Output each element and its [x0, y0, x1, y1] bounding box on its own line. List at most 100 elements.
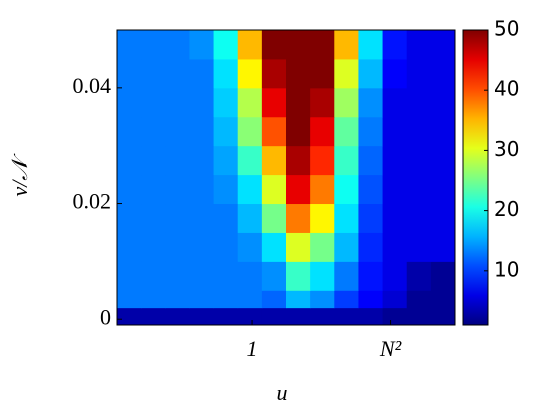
- heat-cell: [117, 145, 142, 176]
- heat-cell: [237, 203, 263, 233]
- heat-cell: [286, 58, 311, 89]
- heat-cell: [286, 261, 311, 291]
- heat-cell: [141, 307, 166, 326]
- heat-cell: [237, 290, 263, 309]
- heat-cell: [310, 290, 335, 309]
- heat-cell: [334, 58, 359, 89]
- heat-cell: [334, 232, 359, 262]
- heat-cell: [310, 307, 335, 326]
- heat-cell: [382, 58, 408, 89]
- heat-cell: [237, 174, 263, 205]
- heat-cell: [358, 261, 384, 291]
- heat-cell: [261, 145, 287, 176]
- heat-cell: [213, 203, 239, 233]
- y-tick-label: 0: [100, 304, 111, 329]
- heat-cell: [213, 174, 239, 205]
- heat-cell: [237, 116, 263, 147]
- heat-cell: [141, 203, 166, 233]
- heat-cell: [334, 174, 359, 205]
- heat-cell: [117, 261, 142, 291]
- heat-cell: [286, 290, 311, 309]
- heat-cell: [165, 203, 190, 233]
- heat-cell: [310, 261, 335, 291]
- heat-cell: [358, 290, 384, 309]
- heat-cell: [334, 30, 359, 60]
- colorbar-tick-label: 20: [494, 197, 519, 221]
- heat-cell: [189, 307, 215, 326]
- heat-cell: [261, 174, 287, 205]
- colorbar-tick-label: 40: [494, 77, 519, 101]
- heat-cell: [382, 145, 408, 176]
- heat-cell: [382, 116, 408, 147]
- plot-frame: [116, 29, 456, 326]
- heat-cell: [141, 261, 166, 291]
- heat-cell: [141, 116, 166, 147]
- heat-cell: [261, 290, 287, 309]
- heat-cell: [117, 30, 142, 60]
- heat-cell: [213, 290, 239, 309]
- heat-cell: [430, 232, 456, 262]
- heat-cell: [237, 30, 263, 60]
- heat-cell: [237, 87, 263, 118]
- heat-cell: [406, 116, 432, 147]
- heat-cell: [117, 290, 142, 309]
- y-tick-label: 0.02: [73, 189, 112, 214]
- heat-cell: [213, 307, 239, 326]
- heat-cell: [213, 58, 239, 89]
- heat-cell: [141, 58, 166, 89]
- heat-cell: [310, 30, 335, 60]
- heat-cell: [406, 290, 432, 309]
- heat-cell: [189, 174, 215, 205]
- heat-cell: [165, 232, 190, 262]
- heat-cell: [406, 174, 432, 205]
- heat-cell: [165, 290, 190, 309]
- heat-cell: [141, 232, 166, 262]
- heat-cell: [189, 30, 215, 60]
- heat-cell: [382, 261, 408, 291]
- x-tick-label: N²: [379, 336, 402, 361]
- heat-cell: [237, 58, 263, 89]
- heat-cell: [189, 87, 215, 118]
- heat-cell: [286, 232, 311, 262]
- heat-cell: [261, 307, 287, 326]
- heat-cell: [261, 261, 287, 291]
- heat-cell: [213, 145, 239, 176]
- heat-cell: [406, 203, 432, 233]
- y-tick-label: 0.04: [73, 73, 112, 98]
- heat-cell: [117, 58, 142, 89]
- heat-cell: [165, 307, 190, 326]
- heat-cell: [189, 203, 215, 233]
- heat-cell: [382, 203, 408, 233]
- heat-cell: [165, 116, 190, 147]
- x-tick-label: 1: [247, 336, 258, 361]
- colorbar-tick-label: 30: [494, 137, 519, 161]
- heat-cell: [189, 261, 215, 291]
- heat-cell: [406, 261, 432, 291]
- heat-cell: [286, 307, 311, 326]
- heat-cell: [334, 116, 359, 147]
- heat-cell: [189, 145, 215, 176]
- heat-cell: [406, 307, 432, 326]
- heat-cell: [406, 145, 432, 176]
- heat-cell: [382, 307, 408, 326]
- heat-cell: [141, 174, 166, 205]
- heat-cell: [430, 116, 456, 147]
- heat-cell: [430, 307, 456, 326]
- heat-cell: [165, 58, 190, 89]
- heat-cell: [165, 30, 190, 60]
- heat-cell: [141, 30, 166, 60]
- heat-cell: [117, 232, 142, 262]
- heat-cell: [382, 174, 408, 205]
- heat-cell: [286, 116, 311, 147]
- heat-cell: [310, 58, 335, 89]
- heat-cell: [237, 145, 263, 176]
- heat-cell: [117, 116, 142, 147]
- heat-cell: [334, 307, 359, 326]
- heat-cell: [189, 58, 215, 89]
- heat-cell: [117, 307, 142, 326]
- colorbar: [462, 29, 489, 326]
- heat-cell: [286, 87, 311, 118]
- heat-cell: [310, 116, 335, 147]
- heat-cell: [382, 232, 408, 262]
